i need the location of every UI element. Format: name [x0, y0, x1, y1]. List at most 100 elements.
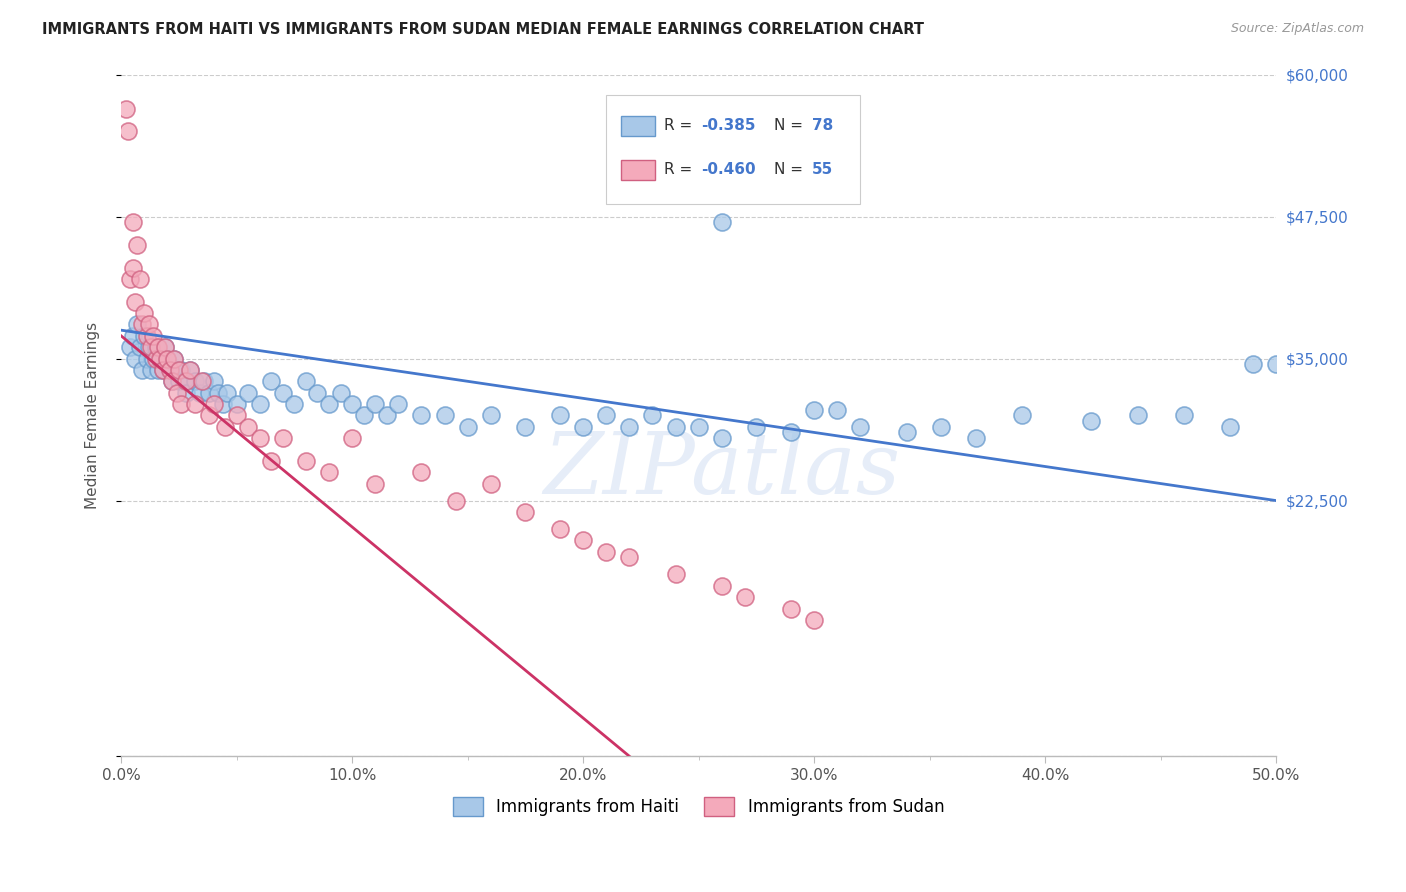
Point: [1241, 357, 1264, 371]
Point: [131, 318, 153, 332]
Point: [271, 431, 294, 445]
Point: [548, 522, 571, 536]
Point: [411, 409, 433, 423]
Point: [145, 351, 167, 366]
Point: [146, 363, 169, 377]
Point: [142, 329, 165, 343]
Point: [225, 409, 247, 423]
Point: [179, 363, 201, 377]
Point: [149, 351, 172, 366]
Point: [159, 363, 181, 377]
Point: [295, 374, 318, 388]
Point: [572, 419, 595, 434]
Point: [479, 476, 502, 491]
Point: [710, 431, 733, 445]
Point: [595, 545, 617, 559]
Point: [211, 397, 233, 411]
Point: [595, 409, 617, 423]
Point: [121, 215, 143, 229]
Point: [135, 329, 157, 343]
Point: [152, 363, 174, 377]
Point: [141, 363, 163, 377]
Point: [364, 476, 387, 491]
Point: [198, 385, 221, 400]
Point: [688, 419, 710, 434]
Point: [202, 397, 225, 411]
Point: [572, 533, 595, 548]
Point: [202, 374, 225, 388]
Text: R =: R =: [664, 118, 697, 133]
Point: [214, 419, 236, 434]
Point: [163, 351, 186, 366]
Point: [167, 374, 190, 388]
Text: N =: N =: [773, 118, 807, 133]
Point: [160, 374, 183, 388]
Point: [929, 419, 952, 434]
Point: [745, 419, 768, 434]
Point: [249, 431, 271, 445]
Text: -0.385: -0.385: [702, 118, 755, 133]
Point: [803, 613, 825, 627]
Point: [1126, 409, 1149, 423]
Point: [827, 402, 849, 417]
Point: [307, 385, 329, 400]
Point: [283, 397, 305, 411]
Point: [444, 493, 467, 508]
Point: [896, 425, 918, 440]
Point: [411, 465, 433, 479]
Point: [225, 397, 247, 411]
Text: R =: R =: [664, 162, 697, 178]
Point: [664, 419, 686, 434]
Point: [260, 454, 283, 468]
Point: [134, 329, 156, 343]
Point: [457, 419, 479, 434]
Point: [375, 409, 398, 423]
FancyBboxPatch shape: [606, 95, 860, 204]
Point: [260, 374, 283, 388]
Point: [780, 425, 803, 440]
Point: [193, 374, 215, 388]
Point: [217, 385, 239, 400]
Point: [174, 374, 197, 388]
Point: [433, 409, 456, 423]
Y-axis label: Median Female Earnings: Median Female Earnings: [86, 322, 100, 509]
Point: [191, 374, 214, 388]
Point: [1011, 409, 1033, 423]
Point: [163, 351, 186, 366]
Point: [515, 419, 537, 434]
Point: [198, 409, 221, 423]
Point: [166, 363, 188, 377]
Point: [170, 363, 193, 377]
Point: [120, 272, 142, 286]
Point: [127, 318, 149, 332]
Point: [121, 329, 143, 343]
Point: [149, 351, 172, 366]
Point: [1080, 414, 1102, 428]
Point: [249, 397, 271, 411]
Point: [1173, 409, 1195, 423]
Point: [179, 363, 201, 377]
Point: [515, 505, 537, 519]
Point: [184, 397, 207, 411]
Point: [124, 294, 146, 309]
Point: [117, 124, 139, 138]
Point: [120, 340, 142, 354]
Point: [114, 102, 136, 116]
Point: [479, 409, 502, 423]
Point: [710, 579, 733, 593]
Point: [166, 385, 188, 400]
FancyBboxPatch shape: [621, 160, 655, 180]
Point: [965, 431, 987, 445]
Point: [153, 340, 176, 354]
Point: [170, 397, 193, 411]
Point: [135, 351, 157, 366]
Point: [141, 340, 163, 354]
Point: [1219, 419, 1241, 434]
Point: [159, 363, 181, 377]
Point: [664, 567, 686, 582]
Point: [188, 385, 211, 400]
Point: [121, 260, 143, 275]
Point: [548, 409, 571, 423]
Point: [318, 465, 340, 479]
Point: [124, 351, 146, 366]
